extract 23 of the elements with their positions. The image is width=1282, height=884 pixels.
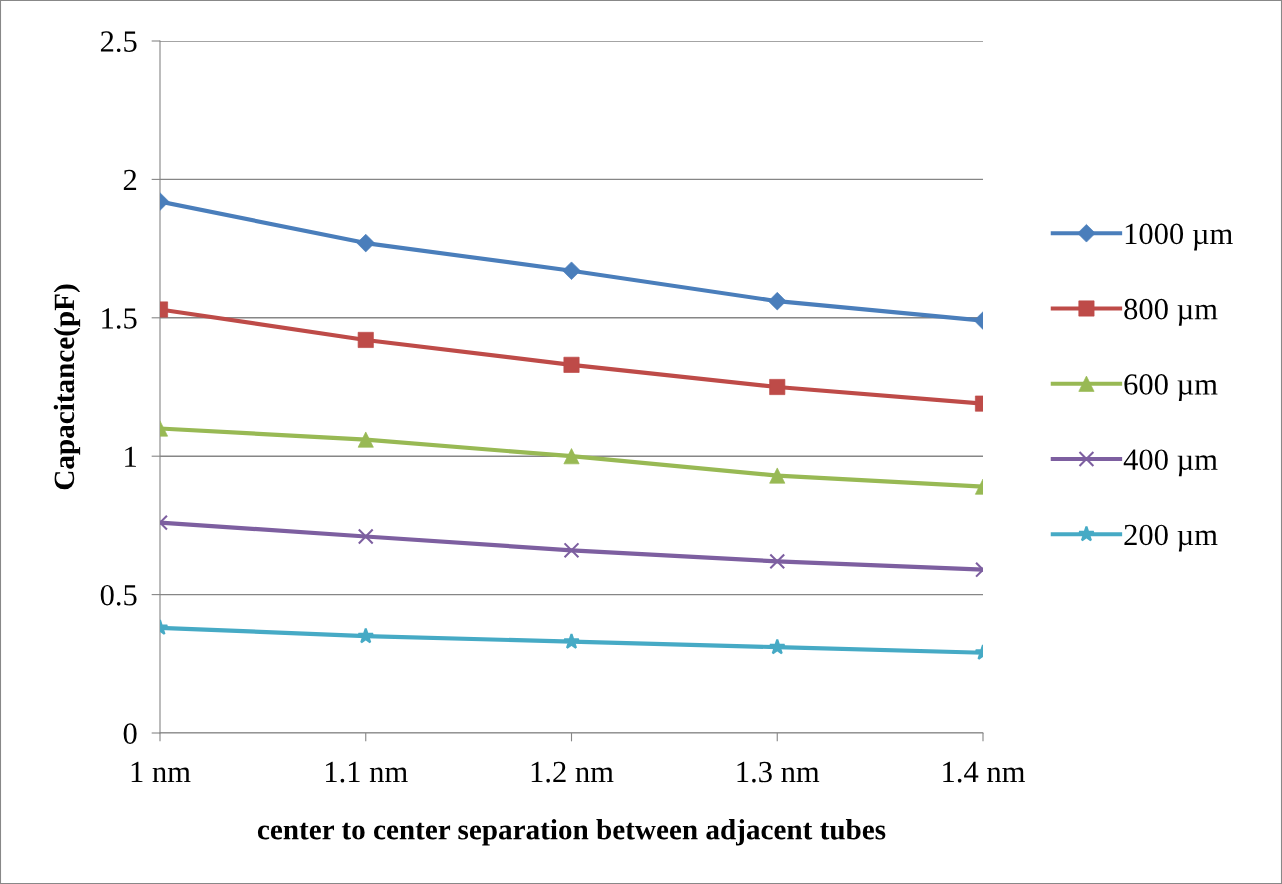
y-tick-label: 0.5 xyxy=(100,584,137,606)
y-tick-label: 2 xyxy=(123,169,137,190)
point xyxy=(357,627,375,644)
legend-label: 200 µm xyxy=(1124,524,1218,552)
legend-label: 800 µm xyxy=(1124,298,1218,326)
point xyxy=(562,261,581,280)
point xyxy=(563,542,580,559)
x-tick-label: 1 nm xyxy=(131,761,191,782)
legend-label: 1000 µm xyxy=(1125,223,1233,251)
y-axis-title: Capacitance(pF) xyxy=(53,284,81,490)
point xyxy=(768,638,786,655)
x-axis-title: center to center separation between adjacent tubes xyxy=(257,819,886,846)
y-tick-label: 0 xyxy=(123,723,137,744)
x-tick-label: 1.4 nm xyxy=(943,761,1025,783)
x-tick-label: 1.2 nm xyxy=(531,761,614,783)
x-tick-label: 1.1 nm xyxy=(326,761,408,783)
legend-label: 600 µm xyxy=(1124,374,1218,401)
y-tick-label: 1 xyxy=(125,446,136,467)
point xyxy=(563,632,580,649)
x-tick-label: 1.3 nm xyxy=(737,761,820,783)
y-tick-label: 1.5 xyxy=(102,308,137,329)
y-tick-label: 2.5 xyxy=(100,31,137,53)
legend-label: 400 µm xyxy=(1123,449,1218,477)
